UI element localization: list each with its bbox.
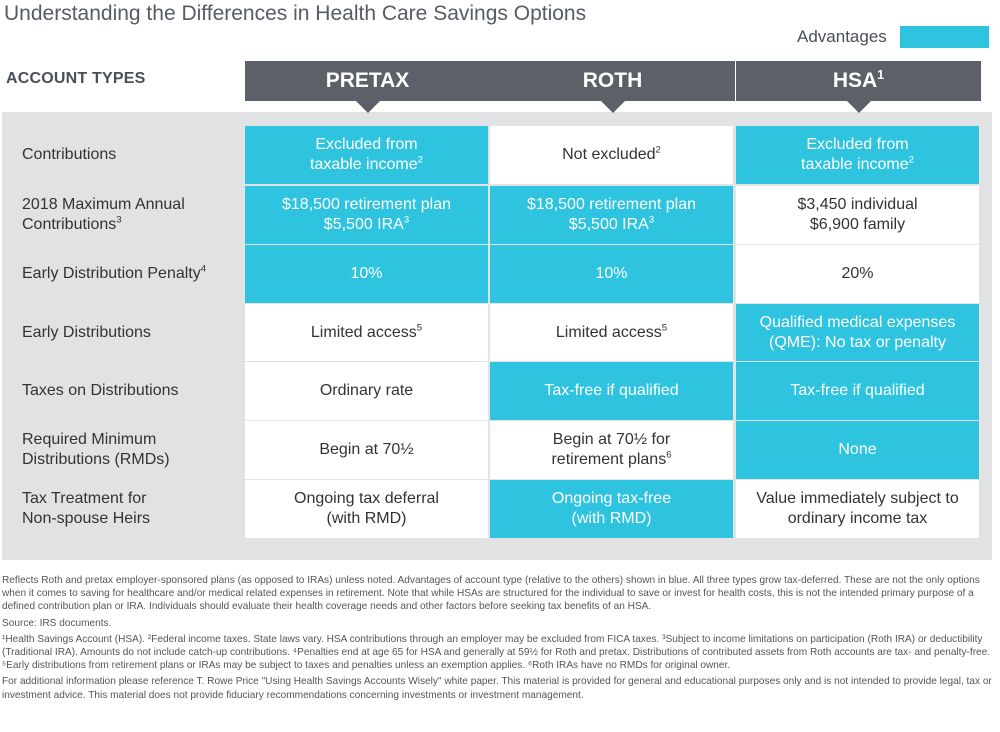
footnotes: Reflects Roth and pretax employer-sponso…	[2, 574, 994, 705]
legend-label: Advantages	[797, 27, 887, 46]
table-cell-pretax: Limited access5	[245, 304, 488, 361]
table-cell-hsa: Qualified medical expenses (QME): No tax …	[736, 304, 979, 361]
row-label: Early Distributions	[22, 323, 151, 341]
column-header-arrow	[600, 101, 625, 113]
table-cell-hsa: 20%	[736, 245, 979, 303]
table-cell-roth: $18,500 retirement plan $5,500 IRA3	[490, 186, 733, 244]
table-cell-pretax: Begin at 70½	[245, 421, 488, 479]
account-types-label: ACCOUNT TYPES	[6, 70, 146, 87]
column-header-hsa: HSA1	[736, 61, 981, 101]
table-cell-pretax: 10%	[245, 245, 488, 303]
table-cell-roth: 10%	[490, 245, 733, 303]
footnote-disclaimer: Reflects Roth and pretax employer-sponso…	[2, 575, 980, 613]
table-cell-hsa: $3,450 individual $6,900 family	[736, 186, 979, 244]
row-label: 2018 Maximum Annual Contributions3	[22, 196, 185, 233]
table-cell-hsa: None	[736, 421, 979, 479]
table-cell-roth: Ongoing tax-free (with RMD)	[490, 480, 733, 538]
row-label: Early Distribution Penalty4	[22, 263, 207, 282]
table-cell-pretax: Ordinary rate	[245, 362, 488, 420]
row-label: Taxes on Distributions	[22, 382, 179, 399]
table-cell-roth: Not excluded2	[490, 126, 733, 184]
page-title: Understanding the Differences in Health …	[4, 2, 587, 25]
table-cell-hsa: Tax-free if qualified	[736, 362, 979, 420]
legend-swatch	[900, 26, 989, 48]
row-label: Contributions	[22, 146, 117, 163]
footnote-references: ¹Health Savings Account (HSA). ²Federal …	[2, 633, 991, 672]
column-header-pretax: PRETAX	[245, 61, 490, 101]
table-cell-pretax: $18,500 retirement plan $5,500 IRA3	[245, 186, 488, 244]
table-cell-hsa: Value immediately subject to ordinary inc…	[736, 480, 979, 538]
legend: Advantages	[797, 26, 989, 48]
footnote-source: Source: IRS documents.	[2, 617, 112, 629]
column-header-roth: ROTH	[490, 61, 735, 101]
table-cell-roth: Begin at 70½ for retirement plans6	[490, 421, 733, 479]
table-cell-pretax: Ongoing tax deferral (with RMD)	[245, 480, 488, 538]
table-cell-roth: Limited access5	[490, 304, 733, 361]
footnote-additional-info: For additional information please refere…	[2, 676, 992, 701]
row-label: Required Minimum Distributions (RMDs)	[22, 431, 170, 468]
column-header-arrow	[355, 101, 380, 113]
table-cell-pretax: Excluded from taxable income2	[245, 126, 488, 184]
table-cell-hsa: Excluded from taxable income2	[736, 126, 979, 184]
table-cell-roth: Tax-free if qualified	[490, 362, 733, 420]
row-label: Tax Treatment for Non-spouse Heirs	[22, 490, 151, 527]
column-header-arrow	[846, 101, 871, 113]
